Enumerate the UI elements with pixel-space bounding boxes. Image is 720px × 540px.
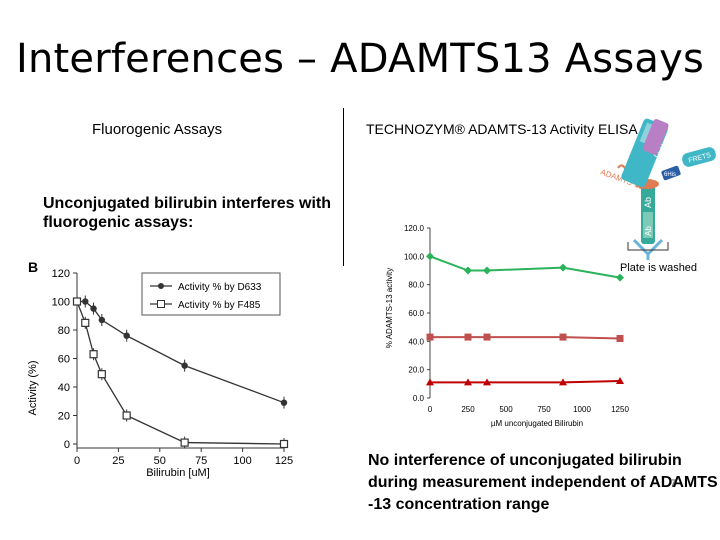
data-point [559, 263, 567, 272]
x-tick-label: 1250 [611, 405, 629, 414]
y-tick-label: 120 [52, 268, 70, 280]
x-tick-label: 750 [537, 405, 551, 414]
x-tick-label: 100 [233, 455, 251, 467]
data-point [181, 362, 188, 369]
data-point [616, 377, 624, 384]
x-tick-label: 125 [275, 455, 293, 467]
data-point [98, 316, 106, 324]
y-tick-label: 0 [64, 439, 70, 451]
data-point [90, 305, 97, 312]
data-point [123, 332, 130, 339]
data-point [464, 378, 472, 386]
data-point [616, 273, 624, 282]
y-axis-label: Activity (%) [27, 361, 39, 416]
panel-label: B [28, 259, 38, 275]
his-tag: 6His [661, 165, 681, 181]
y-tick-label: 40.0 [408, 337, 424, 346]
y-tick-label: 0.0 [413, 394, 425, 403]
data-point [180, 438, 189, 447]
series-line [77, 300, 285, 404]
data-point [97, 370, 106, 379]
left-subtitle: Fluorogenic Assays [92, 121, 223, 138]
data-point [483, 333, 491, 341]
y-tick-label: 60.0 [408, 309, 424, 318]
column-divider [343, 108, 344, 266]
data-point [616, 335, 624, 342]
data-point [89, 350, 98, 359]
data-point [280, 399, 288, 406]
data-point [279, 439, 289, 449]
y-tick-label: 80 [58, 325, 70, 337]
series-line [430, 336, 621, 340]
data-point [72, 297, 82, 306]
data-point [82, 298, 89, 305]
data-point [426, 333, 434, 341]
elisa-schematic: Ab Ab ADAMTS-13 GST 6His FRETS [599, 118, 716, 260]
x-tick-label: 250 [461, 405, 475, 414]
legend: Activity % by D633 Activity % by F485 [141, 272, 281, 316]
data-point [483, 266, 491, 275]
x-axis-label: µM unconjugated Bilirubin [491, 419, 583, 428]
x-tick-label: 50 [154, 455, 166, 467]
x-tick-label: 0 [74, 455, 80, 467]
y-tick-label: 60 [58, 354, 70, 366]
x-tick-label: 500 [499, 405, 513, 414]
x-tick-label: 1000 [573, 405, 591, 414]
data-point [559, 378, 567, 386]
plate-bracket [627, 242, 669, 251]
y-tick-label: 40 [58, 382, 70, 394]
slide-title: Interferences – ADAMTS13 Assays [15, 36, 705, 82]
data-point [122, 411, 131, 420]
left-heading: Unconjugated bilirubin interferes with f… [43, 195, 332, 231]
y-tick-label: 100.0 [404, 252, 425, 261]
substrate-cylinder: GST [621, 118, 669, 188]
frets-tag: FRETS [682, 147, 716, 167]
data-point [483, 378, 491, 386]
legend-label: Activity % by F485 [178, 300, 261, 311]
legend-label: Activity % by D633 [178, 282, 262, 293]
y-tick-label: 20.0 [408, 366, 424, 375]
y-tick-label: 20 [58, 411, 70, 423]
elisa-chart: % ADAMTS-13 activity µM unconjugated Bil… [385, 224, 629, 428]
capture-antibody: Ab Ab [632, 182, 664, 260]
data-point [464, 266, 472, 275]
diagram-label-ab: Ab [643, 197, 653, 208]
y-tick-label: 80.0 [408, 281, 424, 290]
data-point [426, 252, 434, 261]
fluorogenic-chart: B Activity (%) Bilirubin [uM] 0 20 40 60 80 1… [27, 259, 293, 479]
y-axis-label: % ADAMTS-13 activity [385, 268, 394, 348]
page-number: 7 [670, 478, 677, 490]
diagram-label-ab2: Ab [644, 226, 653, 236]
right-subtitle: TECHNOZYM® ADAMTS-13 Activity ELISA [366, 121, 638, 137]
legend-marker [157, 300, 165, 308]
y-tick-label: 100 [52, 297, 70, 309]
data-point [464, 333, 472, 341]
series-line [429, 255, 621, 279]
plate-washed-label: Plate is washed [620, 262, 698, 274]
x-tick-label: 25 [112, 455, 124, 467]
data-point [426, 378, 434, 386]
x-tick-label: 75 [195, 455, 207, 467]
data-point [559, 333, 567, 341]
legend-marker [158, 283, 164, 289]
x-tick-label: 0 [428, 405, 433, 414]
diagram-label-6his: 6His [664, 172, 676, 178]
y-tick-label: 120.0 [404, 224, 425, 233]
conclusion-note: No interference of unconjugated bilirubi… [368, 452, 718, 513]
x-axis-label: Bilirubin [uM] [146, 467, 210, 479]
series-line [430, 380, 621, 384]
data-point [81, 318, 90, 327]
series-line [76, 301, 285, 445]
